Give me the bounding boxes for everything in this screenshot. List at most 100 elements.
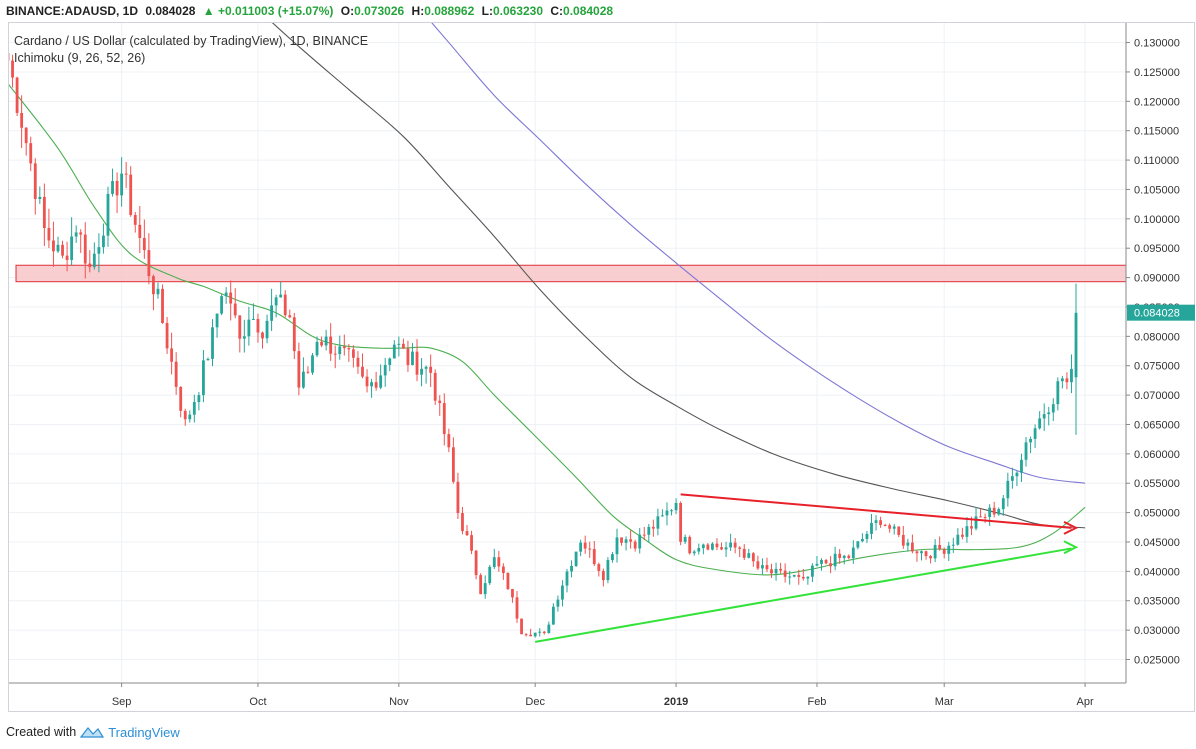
candle [892, 523, 896, 535]
candle-body [292, 317, 296, 352]
candle-body [570, 565, 573, 572]
candle [165, 317, 169, 354]
candle-body [720, 547, 723, 550]
candle-body [551, 606, 555, 625]
candle-body [233, 303, 237, 316]
x-tick-label: Mar [935, 696, 954, 708]
candle-body [179, 386, 183, 411]
candle [1010, 467, 1014, 489]
candle-body [265, 320, 269, 339]
x-tick-label: 2019 [664, 696, 688, 708]
candle-body [592, 549, 596, 565]
candle [97, 233, 101, 273]
candle-body [111, 180, 114, 194]
candle [756, 555, 760, 571]
candle-body [133, 214, 137, 225]
candle [1060, 375, 1064, 389]
candle [261, 331, 264, 349]
candle-body [374, 382, 378, 388]
candle-body [811, 565, 814, 577]
candle [442, 393, 446, 446]
candle [556, 595, 560, 612]
candle-body [170, 348, 174, 362]
candle [202, 350, 205, 403]
candle-body [56, 244, 60, 252]
candle [661, 509, 664, 517]
candle [974, 506, 978, 531]
candle [142, 219, 146, 259]
candle [620, 537, 623, 546]
candle-body [1029, 438, 1032, 443]
y-tick-label: 0.060000 [1134, 449, 1180, 461]
candle-body [697, 548, 701, 552]
open-value: 0.073026 [354, 4, 405, 18]
candle [965, 517, 969, 543]
candle [415, 339, 419, 382]
candle [779, 562, 783, 574]
candle [561, 580, 564, 607]
candle-body [974, 516, 978, 529]
candle [406, 340, 410, 372]
candle-body [883, 524, 887, 526]
candle-body [801, 576, 805, 579]
candle [174, 352, 178, 395]
candle [411, 342, 414, 366]
candle-body [611, 554, 614, 561]
y-tick-label: 0.105000 [1134, 184, 1180, 196]
candle [711, 542, 714, 551]
created-with-label: Created with [6, 725, 77, 739]
candle-body [656, 516, 660, 529]
candle [247, 306, 251, 346]
candle [729, 533, 733, 552]
candle-body [288, 315, 292, 318]
candle-body [870, 522, 873, 534]
candle-body [156, 288, 160, 295]
candle [479, 573, 483, 595]
candle [506, 572, 510, 591]
candle-body [88, 263, 92, 268]
candle-body [524, 634, 528, 636]
candle-body [1042, 414, 1046, 419]
candle-body [1047, 412, 1051, 415]
candle [511, 588, 514, 603]
candle-body [601, 570, 605, 581]
price-chart[interactable]: 0.130000 0.125000 0.120000 0.115000 0.110000… [6, 0, 1195, 712]
candle-body [433, 372, 437, 401]
chart-frame[interactable]: 0.130000 0.125000 0.120000 0.115000 0.110000… [6, 0, 1195, 712]
candle-body [988, 507, 992, 518]
candle [38, 186, 42, 204]
candle [365, 369, 369, 393]
candle [15, 76, 19, 117]
candle-body [365, 376, 369, 387]
price-label-box [1127, 304, 1195, 321]
y-tick-label: 0.090000 [1134, 273, 1180, 285]
candle [11, 54, 14, 88]
tradingview-brand[interactable]: TradingView [108, 724, 180, 740]
candle [420, 358, 423, 387]
candle [297, 342, 301, 396]
candle-body [470, 535, 473, 551]
candle [497, 550, 501, 572]
candle-body [756, 561, 760, 569]
candle-body [724, 547, 728, 550]
candle-body [70, 236, 74, 261]
candle [74, 225, 78, 243]
candle [847, 554, 851, 560]
candle-body [424, 366, 428, 369]
candle [947, 541, 951, 561]
candle [801, 569, 805, 581]
candle [601, 568, 605, 587]
candle [701, 543, 705, 555]
candle-body [838, 553, 842, 558]
candle-body [297, 351, 301, 388]
candle-body [920, 551, 923, 554]
candle-body [715, 543, 719, 548]
candle-body [529, 634, 533, 637]
candle [329, 323, 333, 361]
candle [311, 353, 314, 375]
trendline-descending [680, 493, 1072, 529]
candle-body [633, 541, 637, 549]
candle-body [706, 544, 710, 550]
candle-body [533, 632, 537, 637]
candle [133, 212, 137, 233]
